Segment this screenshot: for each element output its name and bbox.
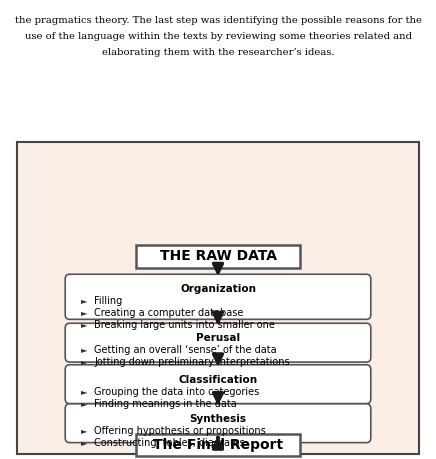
Text: Breaking large units into smaller one: Breaking large units into smaller one [94, 320, 275, 330]
Text: Perusal: Perusal [196, 333, 240, 343]
Text: Synthesis: Synthesis [190, 414, 246, 424]
Text: ►: ► [81, 345, 87, 354]
Text: Classification: Classification [178, 375, 258, 385]
Text: THE RAW DATA: THE RAW DATA [160, 249, 276, 263]
FancyBboxPatch shape [65, 274, 371, 319]
Text: ►: ► [81, 399, 87, 408]
FancyBboxPatch shape [65, 365, 371, 403]
Text: Offering hypothesis or propositions: Offering hypothesis or propositions [94, 426, 266, 436]
Text: Getting an overall ‘sense’ of the data: Getting an overall ‘sense’ of the data [94, 345, 276, 355]
Text: ►: ► [81, 438, 87, 447]
Text: the pragmatics theory. The last step was identifying the possible reasons for th: the pragmatics theory. The last step was… [14, 16, 422, 25]
Text: ►: ► [81, 308, 87, 317]
FancyBboxPatch shape [136, 434, 300, 456]
FancyBboxPatch shape [65, 404, 371, 442]
Text: elaborating them with the researcher’s ideas.: elaborating them with the researcher’s i… [102, 48, 334, 57]
Text: ►: ► [81, 297, 87, 305]
Text: Organization: Organization [180, 284, 256, 294]
FancyBboxPatch shape [65, 323, 371, 362]
Text: Creating a computer database: Creating a computer database [94, 308, 243, 318]
Text: ►: ► [81, 357, 87, 366]
Text: Finding meanings in the data: Finding meanings in the data [94, 399, 237, 409]
FancyBboxPatch shape [136, 245, 300, 268]
Text: use of the language within the texts by reviewing some theories related and: use of the language within the texts by … [24, 32, 412, 41]
Text: ►: ► [81, 387, 87, 396]
Text: Filling: Filling [94, 297, 122, 306]
Text: Grouping the data into categories: Grouping the data into categories [94, 387, 259, 397]
Text: The Final Report: The Final Report [153, 438, 283, 452]
Text: Jotting down preliminary interpretations: Jotting down preliminary interpretations [94, 357, 290, 367]
FancyBboxPatch shape [17, 142, 419, 454]
Text: ►: ► [81, 426, 87, 435]
Text: ►: ► [81, 320, 87, 329]
Text: Constructing, tables, diagrams: Constructing, tables, diagrams [94, 438, 245, 448]
